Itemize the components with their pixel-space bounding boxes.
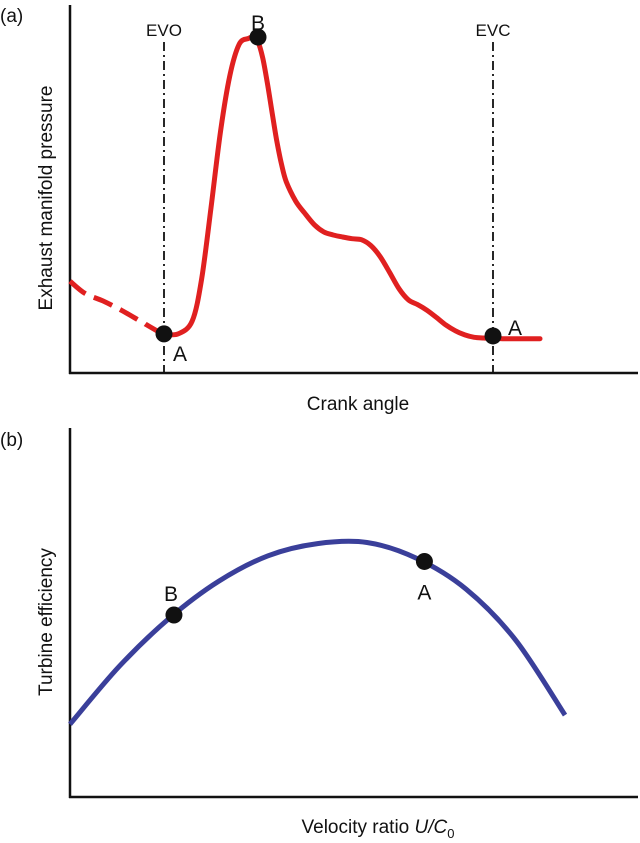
- panel-a-y-axis-title: Exhaust manifold pressure: [36, 86, 57, 311]
- panel-b-label: (b): [0, 430, 23, 451]
- panel-a-pressure-curve: [161, 34, 543, 342]
- panel-a-points: A B A: [155, 12, 522, 366]
- vertical-marker-label-evc: EVC: [476, 21, 511, 40]
- panel-b-x-axis-title-variable: U/C: [415, 817, 448, 838]
- panel-a-x-axis-title: Crank angle: [307, 394, 409, 415]
- panel-b-x-axis-title: Velocity ratio U/C0: [302, 817, 455, 841]
- panel-b-point-b: [165, 606, 183, 624]
- panel-b-point-a: [415, 552, 433, 570]
- panel-a-point-label-a-0: A: [173, 343, 187, 366]
- panel-a-point-label-a-2: A: [508, 317, 522, 340]
- panel-b-point-label-a: A: [417, 581, 431, 604]
- panel-b-point-label-b: B: [164, 583, 178, 606]
- panel-a-label: (a): [0, 6, 23, 27]
- panel-a-point-a-2: [484, 327, 502, 345]
- panel-a-pressure-curve-dashed: [68, 279, 166, 338]
- panel-a-point-label-b-1: B: [251, 12, 265, 35]
- panel-b-x-axis-title-subscript: 0: [447, 826, 454, 841]
- panel-b-y-axis-title: Turbine efficiency: [36, 548, 57, 696]
- panel-a-point-b-1: [249, 28, 267, 46]
- vertical-marker-label-evo: EVO: [146, 21, 182, 40]
- panel-b-efficiency-curve: [68, 538, 568, 726]
- panel-a: (a) EVO EVC A B A Crank angle Exhaust manif…: [0, 5, 638, 415]
- panel-b-x-axis-title-text: Velocity ratio: [302, 817, 415, 838]
- panel-a-vertical-markers: EVO EVC: [146, 21, 510, 373]
- panel-a-point-a-0: [155, 325, 173, 343]
